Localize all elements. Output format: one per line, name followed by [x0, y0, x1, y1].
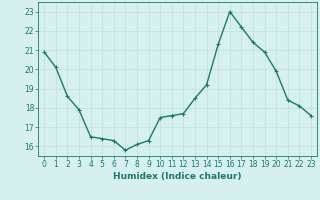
X-axis label: Humidex (Indice chaleur): Humidex (Indice chaleur)	[113, 172, 242, 181]
